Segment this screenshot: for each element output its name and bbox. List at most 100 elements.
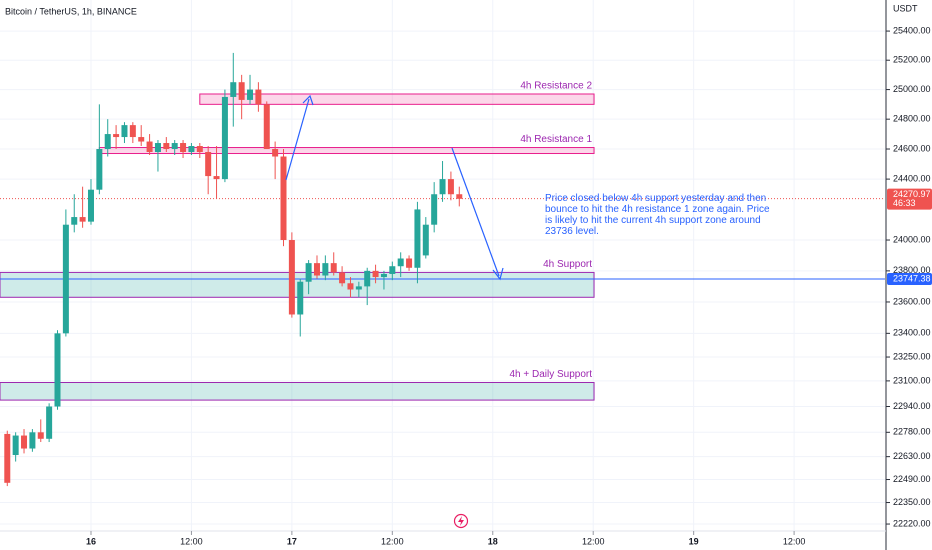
zone — [0, 381, 595, 401]
zone-label: 4h + Daily Support — [509, 369, 592, 380]
x-tick-label: 19 — [689, 536, 699, 546]
candle-body — [255, 89, 262, 105]
candle-body — [205, 152, 212, 177]
candle-body — [121, 125, 128, 138]
candle-body — [305, 263, 312, 282]
y-tick-label: 25400.00 — [893, 25, 931, 35]
candle-body — [372, 270, 379, 278]
event-icon[interactable] — [453, 513, 469, 529]
candles — [4, 52, 463, 487]
arrow-down — [451, 147, 500, 277]
candle-body — [297, 281, 304, 315]
zone — [199, 93, 595, 105]
candle-body — [54, 333, 61, 407]
candle-body — [280, 156, 287, 241]
countdown-label: 46:33 — [893, 198, 916, 208]
arrow-up — [285, 98, 310, 181]
x-tick-label: 12:00 — [582, 536, 605, 546]
y-tick-label: 22630.00 — [893, 451, 931, 461]
candle-body — [322, 263, 329, 276]
candle-body — [180, 143, 187, 153]
candle-body — [313, 263, 320, 276]
candle-body — [146, 141, 153, 153]
candle-body — [397, 258, 404, 267]
x-tick-label: 12:00 — [180, 536, 203, 546]
candle-body — [247, 89, 254, 100]
candle-body — [96, 149, 103, 190]
candle-body — [171, 143, 178, 150]
candle-body — [414, 209, 421, 268]
candle-body — [422, 224, 429, 256]
y-tick-label: 24400.00 — [893, 173, 931, 183]
arrow-head — [302, 94, 314, 106]
candle-body — [439, 179, 446, 195]
candle-body — [272, 149, 279, 157]
candle-body — [447, 179, 454, 195]
candle-body — [12, 435, 19, 456]
candle-body — [79, 217, 86, 222]
candle-body — [263, 104, 270, 150]
y-tick-label: 23250.00 — [893, 351, 931, 361]
y-tick-label: 24600.00 — [893, 143, 931, 153]
annotation-text: Price closed below 4h support yesterday … — [545, 193, 770, 237]
candle-body — [154, 143, 161, 153]
candle-body — [330, 263, 337, 273]
candle-body — [406, 258, 413, 268]
candle-body — [347, 283, 354, 290]
candle-body — [355, 286, 362, 290]
y-tick-label: 22780.00 — [893, 427, 931, 437]
y-tick-label: 23400.00 — [893, 328, 931, 338]
axes: 25400.00 25200.00 25000.00 24800.00 24600.00… — [86, 25, 932, 546]
y-tick-label: 23800.00 — [893, 265, 931, 275]
candle-body — [389, 266, 396, 274]
candle-body — [129, 125, 136, 138]
candle-body — [71, 217, 78, 225]
candle-body — [113, 134, 120, 138]
candle-body — [431, 194, 438, 225]
event-icon-bolt — [458, 516, 464, 526]
y-tick-label: 22490.00 — [893, 474, 931, 484]
last-price-label: 24270.97 — [893, 189, 931, 199]
candle-body — [456, 194, 463, 199]
candle-body — [104, 134, 111, 150]
candle-body — [4, 433, 11, 483]
level-label: 23747.38 — [893, 273, 931, 283]
overlay — [285, 94, 504, 529]
zone — [0, 271, 595, 298]
zones: 4h Resistance 2 4h Resistance 1 4h Support… — [0, 81, 885, 401]
candle-body — [87, 189, 94, 222]
candle-body — [230, 82, 237, 97]
chart-title: Bitcoin / TetherUS, 1h, BINANCE — [5, 6, 137, 16]
candle-body — [138, 137, 145, 142]
candle-body — [288, 240, 295, 315]
level-tag — [887, 273, 932, 286]
candle-body — [188, 146, 195, 153]
candle-body — [46, 406, 53, 439]
y-tick-label: 24800.00 — [893, 114, 931, 124]
y-tick-label: 25000.00 — [893, 84, 931, 94]
x-tick-label: 16 — [86, 536, 96, 546]
candle-body — [37, 432, 44, 439]
x-tick-label: 12:00 — [381, 536, 404, 546]
x-tick-label: 12:00 — [783, 536, 806, 546]
zone-label: 4h Resistance 1 — [520, 134, 592, 145]
candle-body — [196, 146, 203, 153]
last-price-tag — [887, 188, 932, 210]
candle-body — [380, 273, 387, 278]
currency-label: USDT — [893, 3, 918, 13]
candle-body — [29, 432, 36, 449]
zone-label: 4h Support — [543, 259, 592, 270]
zone-label: 4h Resistance 2 — [520, 81, 592, 92]
candle-body — [62, 224, 69, 334]
y-tick-label: 22350.00 — [893, 497, 931, 507]
candle-body — [339, 272, 346, 284]
candle-body — [238, 82, 245, 100]
candle-body — [221, 96, 228, 180]
y-tick-label: 23100.00 — [893, 375, 931, 385]
x-tick-label: 17 — [287, 536, 297, 546]
candle-body — [163, 143, 170, 150]
y-tick-label: 25200.00 — [893, 55, 931, 65]
